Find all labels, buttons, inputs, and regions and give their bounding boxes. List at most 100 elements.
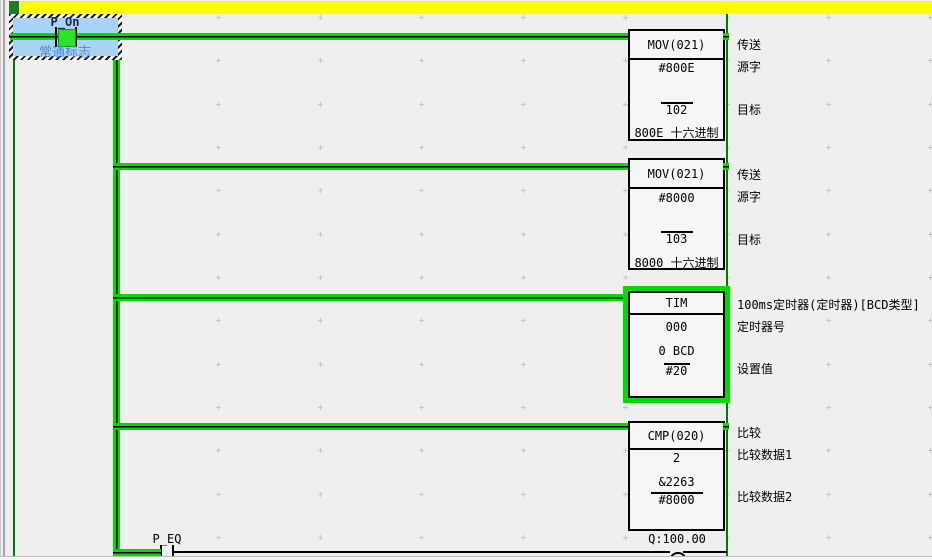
- right-bus-bar: [726, 14, 728, 556]
- annotation: 比较: [737, 426, 762, 440]
- grid-mark: [521, 188, 526, 193]
- grid-mark: [521, 362, 526, 367]
- grid-mark: [216, 362, 221, 367]
- grid-mark: [826, 275, 831, 280]
- monitor-value: 0 BCD: [658, 344, 695, 358]
- operand-source[interactable]: #8000: [658, 191, 695, 205]
- grid-mark: [419, 492, 424, 497]
- grid-mark: [826, 145, 831, 150]
- operand-set-value[interactable]: #20: [665, 364, 688, 378]
- grid-mark: [521, 58, 526, 63]
- instruction-title: CMP(020): [630, 423, 723, 450]
- grid-mark: [928, 448, 932, 453]
- grid-mark: [826, 362, 831, 367]
- annotation: 目标: [737, 233, 762, 247]
- rung2-wire: [113, 163, 628, 170]
- contact-name-label: P_On: [50, 15, 80, 29]
- annotation: 100ms定时器(定时器)[BCD类型]: [737, 298, 920, 312]
- grid-mark: [318, 58, 323, 63]
- grid-mark: [216, 15, 221, 20]
- instruction-title: MOV(021): [630, 160, 723, 189]
- window-left-edge: [0, 0, 1, 560]
- grid-mark: [318, 362, 323, 367]
- grid-mark: [623, 405, 628, 410]
- grid-mark: [521, 102, 526, 107]
- annotation: 传送: [737, 168, 762, 182]
- grid-mark: [318, 448, 323, 453]
- rung1-output-stub: [723, 33, 729, 40]
- contact-peq-label: P_EQ: [152, 532, 182, 546]
- contact-comment-label: 常通标志: [38, 45, 92, 61]
- grid-mark: [928, 15, 932, 20]
- grid-mark: [521, 405, 526, 410]
- grid-mark: [623, 188, 628, 193]
- grid-mark: [826, 318, 831, 323]
- grid-mark: [216, 232, 221, 237]
- grid-mark: [826, 232, 831, 237]
- grid-mark: [318, 318, 323, 323]
- grid-mark: [826, 58, 831, 63]
- grid-mark: [216, 275, 221, 280]
- annotation: 比较数据2: [737, 490, 793, 504]
- annotation: 源字: [737, 190, 762, 204]
- grid-mark: [826, 448, 831, 453]
- rung3-wire: [113, 294, 623, 301]
- grid-mark: [216, 102, 221, 107]
- operand-dest[interactable]: 103: [665, 232, 688, 246]
- grid-mark: [419, 145, 424, 150]
- annotation: 比较数据1: [737, 448, 793, 462]
- grid-mark: [623, 15, 628, 20]
- grid-mark: [419, 102, 424, 107]
- annotation: 设置值: [737, 362, 774, 376]
- rung-marker[interactable]: [9, 1, 19, 14]
- grid-mark: [623, 102, 628, 107]
- instruction-block-tim[interactable]: TIM 000 0 BCD #20: [628, 291, 725, 398]
- contact-peq-right-bar[interactable]: [172, 545, 174, 560]
- left-bus-bar: [13, 14, 15, 556]
- grid-mark: [623, 145, 628, 150]
- grid-mark: [623, 232, 628, 237]
- operand-compare2[interactable]: #8000: [658, 493, 695, 507]
- contact-left-bar: [55, 27, 57, 47]
- instruction-title: TIM: [630, 293, 723, 315]
- grid-mark: [928, 405, 932, 410]
- monitor-divider: [660, 231, 693, 233]
- grid-mark: [216, 448, 221, 453]
- grid-mark: [928, 58, 932, 63]
- rung-comment-bar[interactable]: [20, 1, 932, 14]
- instruction-block-mov1[interactable]: MOV(021) #800E 102 800E 十六进制: [628, 29, 725, 141]
- grid-mark: [216, 58, 221, 63]
- energized-contact-icon[interactable]: [58, 29, 76, 47]
- grid-mark: [826, 15, 831, 20]
- monitor-value: &2263: [658, 475, 695, 489]
- grid-mark: [318, 232, 323, 237]
- instruction-title: MOV(021): [630, 31, 723, 60]
- grid-mark: [521, 318, 526, 323]
- grid-mark: [521, 448, 526, 453]
- grid-mark: [419, 232, 424, 237]
- grid-mark: [216, 535, 221, 540]
- grid-mark: [216, 188, 221, 193]
- grid-mark: [318, 275, 323, 280]
- operand-timer-number[interactable]: 000: [665, 320, 688, 334]
- operand-dest[interactable]: 102: [665, 103, 688, 117]
- grid-mark: [318, 535, 323, 540]
- grid-mark: [826, 188, 831, 193]
- operand-compare1[interactable]: 2: [672, 451, 681, 465]
- grid-mark: [419, 188, 424, 193]
- monitor-divider: [660, 102, 693, 104]
- grid-mark: [419, 405, 424, 410]
- grid-mark: [216, 405, 221, 410]
- grid-mark: [318, 405, 323, 410]
- grid-mark: [826, 405, 831, 410]
- grid-mark: [318, 145, 323, 150]
- grid-mark: [623, 275, 628, 280]
- instruction-block-cmp[interactable]: CMP(020) 2 &2263 #8000: [628, 421, 725, 531]
- grid-mark: [521, 145, 526, 150]
- contact-peq-left-bar[interactable]: [160, 545, 162, 560]
- monitor-divider: [650, 492, 703, 494]
- operand-source[interactable]: #800E: [658, 61, 695, 75]
- instruction-block-mov2[interactable]: MOV(021) #8000 103 8000 十六进制: [628, 158, 725, 270]
- grid-mark: [216, 492, 221, 497]
- tim-execution-highlight: [623, 286, 730, 403]
